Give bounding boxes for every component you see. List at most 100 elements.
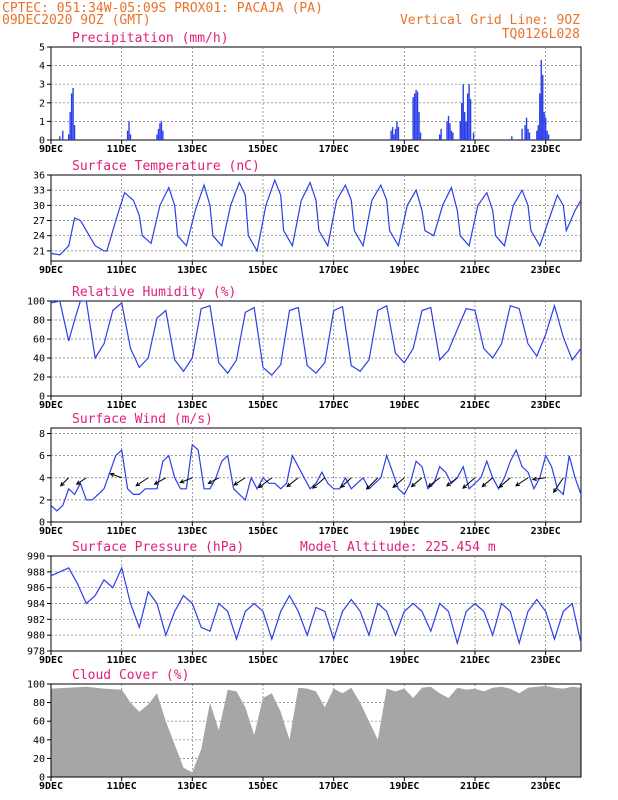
plot-frame (50, 46, 582, 141)
panel-cloud: 9DEC 11DEC 13DEC 15DEC 17DEC 19DEC 21DEC 23DEC 0… (27, 668, 582, 792)
wind-vector (515, 477, 529, 487)
panels: 9DEC 11DEC 13DEC 15DEC 17DEC 19DEC 21DEC 23DEC 0… (27, 31, 582, 792)
wind-vector-head (286, 482, 292, 488)
precip-bar (62, 130, 64, 140)
x-tick-label: 23DEC (531, 400, 561, 411)
panel-surface: 9DEC 11DEC 13DEC 15DEC 17DEC 19DEC 21DEC 23DEC 9… (27, 540, 582, 666)
x-tick-label: 21DEC (460, 781, 490, 792)
panel-title: Surface Pressure (hPa) (72, 540, 244, 555)
y-tick-label: 36 (33, 171, 45, 182)
x-tick-label: 11DEC (107, 526, 137, 537)
x-tick-label: 15DEC (248, 265, 278, 276)
x-tick-label: 9DEC (39, 265, 63, 276)
x-tick-label: 9DEC (39, 526, 63, 537)
precip-bar (394, 128, 397, 140)
y-tick-label: 0 (39, 773, 45, 784)
x-tick-label: 21DEC (460, 144, 490, 155)
x-tick-label: 11DEC (107, 265, 137, 276)
y-tick-label: 27 (33, 216, 45, 227)
x-tick-label: 21DEC (460, 265, 490, 276)
precip-bar (128, 121, 130, 140)
series-line (50, 300, 582, 376)
y-tick-label: 990 (27, 552, 45, 563)
x-tick-label: 23DEC (531, 655, 561, 666)
x-tick-label: 11DEC (107, 781, 137, 792)
wind-vector-head (75, 480, 81, 485)
wind-vector-head (109, 472, 115, 478)
x-tick-label: 9DEC (39, 655, 63, 666)
x-tick-label: 17DEC (319, 265, 349, 276)
wind-vector (481, 477, 493, 487)
x-tick-label: 15DEC (248, 400, 278, 411)
header-model-id: TQ0126L028 (502, 27, 580, 42)
x-tick-label: 23DEC (531, 781, 561, 792)
y-tick-label: 980 (27, 631, 45, 642)
panel-title: Relative Humidity (%) (72, 285, 236, 300)
wind-vector (532, 477, 546, 480)
y-tick-label: 2 (39, 98, 45, 109)
wind-vector-head (481, 482, 487, 488)
precip-bar (157, 128, 160, 140)
wind-vector (366, 477, 379, 490)
x-tick-label: 13DEC (177, 526, 207, 537)
x-tick-label: 17DEC (319, 781, 349, 792)
y-tick-label: 4 (39, 61, 45, 72)
wind-vector-head (410, 482, 416, 488)
panel-precipitation: 9DEC 11DEC 13DEC 15DEC 17DEC 19DEC 21DEC 23DEC 0… (39, 31, 582, 155)
precip-bar (449, 123, 451, 140)
precip-bar (459, 121, 461, 140)
precip-bar (511, 136, 513, 140)
precip-bar (540, 60, 542, 140)
x-tick-label: 17DEC (319, 655, 349, 666)
wind-vector (208, 477, 220, 484)
plot-frame (50, 174, 582, 262)
y-tick-label: 6 (39, 451, 45, 462)
x-tick-label: 19DEC (389, 265, 419, 276)
precip-bar (452, 132, 454, 140)
precip-bar (160, 121, 163, 140)
wind-vector (462, 477, 476, 489)
x-tick-label: 23DEC (531, 144, 561, 155)
precip-bar (462, 84, 464, 140)
wind-vector (135, 477, 149, 487)
wind-vector-head (427, 482, 433, 488)
plot-frame (50, 427, 582, 523)
wind-vector (446, 477, 458, 487)
precip-bar (468, 84, 470, 140)
precip-bar (463, 112, 466, 140)
wind-vector-head (515, 482, 521, 487)
precip-bar (537, 125, 540, 140)
precip-bar (440, 128, 442, 140)
y-tick-label: 21 (33, 246, 45, 257)
y-tick-label: 982 (27, 615, 45, 626)
precip-bar (543, 112, 545, 140)
precip-bar (72, 87, 74, 140)
x-tick-label: 9DEC (39, 781, 63, 792)
y-tick-label: 40 (33, 354, 45, 365)
wind-vector-head (365, 485, 371, 490)
y-tick-label: 5 (39, 43, 45, 54)
y-tick-label: 80 (33, 316, 45, 327)
precip-bar (396, 121, 398, 140)
precip-bar (391, 126, 394, 140)
panel-surface: 9DEC 11DEC 13DEC 15DEC 17DEC 19DEC 21DEC 23DEC 0… (39, 412, 582, 537)
y-tick-label: 100 (27, 680, 45, 691)
y-tick-label: 40 (33, 735, 45, 746)
precip-bar (412, 97, 414, 140)
x-tick-label: 11DEC (107, 400, 137, 411)
y-tick-label: 80 (33, 698, 45, 709)
precip-bar (461, 102, 463, 140)
y-tick-label: 984 (27, 599, 45, 610)
x-tick-label: 13DEC (177, 265, 207, 276)
precip-bar (69, 112, 71, 140)
x-tick-label: 21DEC (460, 400, 490, 411)
x-tick-label: 13DEC (177, 781, 207, 792)
x-tick-label: 13DEC (177, 144, 207, 155)
wind-vector (258, 477, 273, 488)
wind-vector-head (233, 481, 239, 486)
precip-bar (59, 136, 61, 140)
y-tick-label: 3 (39, 80, 45, 91)
x-tick-label: 9DEC (39, 144, 63, 155)
x-tick-label: 19DEC (389, 526, 419, 537)
